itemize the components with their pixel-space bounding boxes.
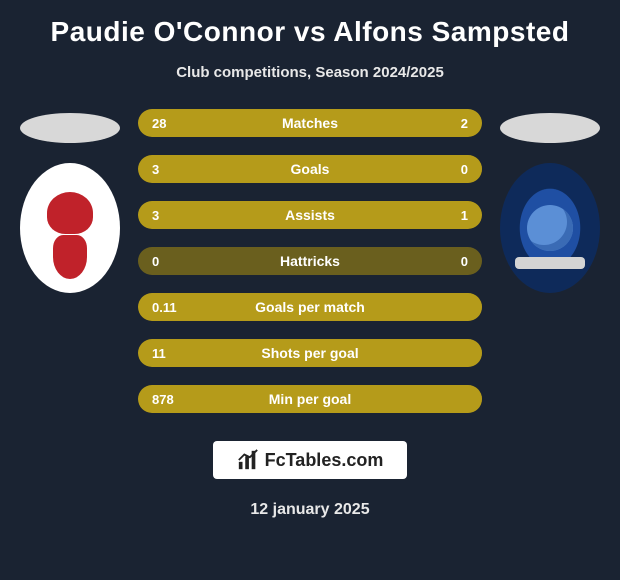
stat-value-left: 11 xyxy=(152,346,166,361)
stat-value-left: 0.11 xyxy=(152,300,177,315)
stat-label: Matches xyxy=(282,115,338,131)
stat-label: Assists xyxy=(285,207,335,223)
stat-label: Goals xyxy=(291,161,330,177)
player-b-side xyxy=(490,109,610,293)
stat-row: 28 Matches 2 xyxy=(138,109,482,137)
stat-value-left: 0 xyxy=(152,254,159,269)
stat-row: 11 Shots per goal xyxy=(138,339,482,367)
player-a-crest xyxy=(20,163,120,293)
player-b-crest xyxy=(500,163,600,293)
stat-label: Goals per match xyxy=(255,299,365,315)
stat-value-right: 0 xyxy=(461,254,468,269)
brand-label: FcTables.com xyxy=(265,450,384,471)
bar-left xyxy=(138,201,396,229)
subtitle: Club competitions, Season 2024/2025 xyxy=(176,64,444,81)
stat-value-left: 3 xyxy=(152,208,159,223)
comparison-card: Paudie O'Connor vs Alfons Sampsted Club … xyxy=(0,0,620,580)
birmingham-crest-icon xyxy=(500,163,600,293)
stat-label: Shots per goal xyxy=(261,345,358,361)
stat-value-right: 1 xyxy=(461,208,468,223)
stat-label: Hattricks xyxy=(280,253,340,269)
globe-icon xyxy=(527,205,573,251)
stats-column: 28 Matches 2 3 Goals 0 3 Assists 1 0 Hattricks 0 0.1… xyxy=(138,109,482,413)
ribbon-icon xyxy=(515,257,585,269)
lincoln-crest-icon xyxy=(20,163,120,293)
page-title: Paudie O'Connor vs Alfons Sampsted xyxy=(51,16,570,48)
stat-value-left: 3 xyxy=(152,162,159,177)
date-label: 12 january 2025 xyxy=(250,501,369,519)
player-a-silhouette xyxy=(20,113,120,143)
stat-value-right: 0 xyxy=(461,162,468,177)
brand-badge[interactable]: FcTables.com xyxy=(213,441,408,479)
stat-row: 3 Assists 1 xyxy=(138,201,482,229)
bar-right xyxy=(396,201,482,229)
stat-row: 0.11 Goals per match xyxy=(138,293,482,321)
stat-row: 3 Goals 0 xyxy=(138,155,482,183)
stat-value-right: 2 xyxy=(461,116,468,131)
main-row: 28 Matches 2 3 Goals 0 3 Assists 1 0 Hattricks 0 0.1… xyxy=(0,109,620,413)
stat-value-left: 878 xyxy=(152,392,174,407)
chart-icon xyxy=(237,449,259,471)
stat-value-left: 28 xyxy=(152,116,166,131)
stat-label: Min per goal xyxy=(269,391,351,407)
player-a-side xyxy=(10,109,130,293)
stat-row: 878 Min per goal xyxy=(138,385,482,413)
stat-row: 0 Hattricks 0 xyxy=(138,247,482,275)
player-b-silhouette xyxy=(500,113,600,143)
